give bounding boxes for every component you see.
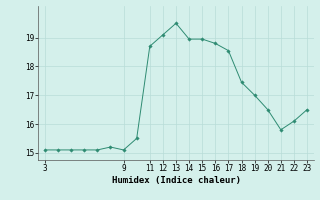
X-axis label: Humidex (Indice chaleur): Humidex (Indice chaleur) <box>111 176 241 185</box>
